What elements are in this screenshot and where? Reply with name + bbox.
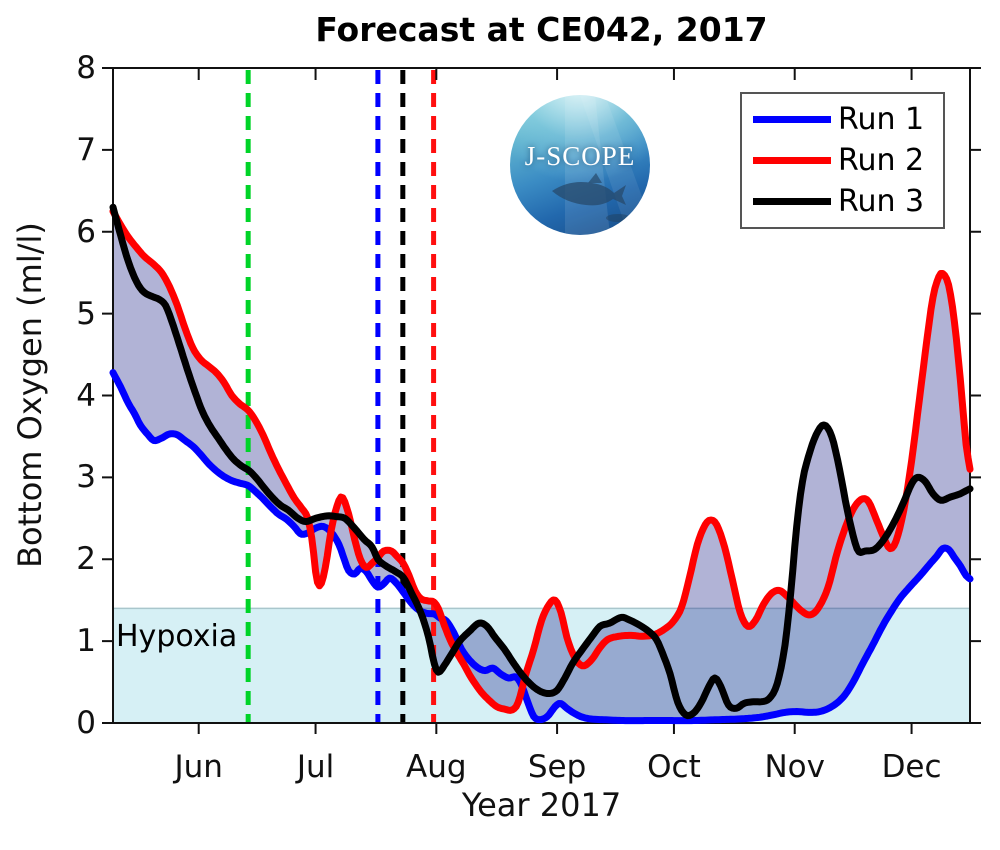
legend-item-run1: Run 1 <box>753 99 943 140</box>
run-2-curve <box>109 207 974 714</box>
light-ray <box>580 95 645 225</box>
legend-label-run3: Run 3 <box>838 184 925 219</box>
legend-item-run3: Run 3 <box>753 181 943 222</box>
legend-item-run2: Run 2 <box>753 140 943 181</box>
fish-icon <box>552 173 630 222</box>
run-3-curve <box>109 203 974 720</box>
legend: Run 1 Run 2 Run 3 <box>740 92 945 229</box>
logo-art <box>552 95 645 235</box>
run2-line-swatch <box>753 157 831 164</box>
run3-line-swatch <box>753 198 831 205</box>
legend-label-run1: Run 1 <box>838 102 925 137</box>
run1-line-swatch <box>753 116 831 123</box>
logo-wordmark: J-SCOPE <box>524 141 636 171</box>
legend-label-run2: Run 2 <box>838 143 925 178</box>
run-1-curve <box>109 369 974 725</box>
jscope-logo: J-SCOPE <box>510 95 650 235</box>
